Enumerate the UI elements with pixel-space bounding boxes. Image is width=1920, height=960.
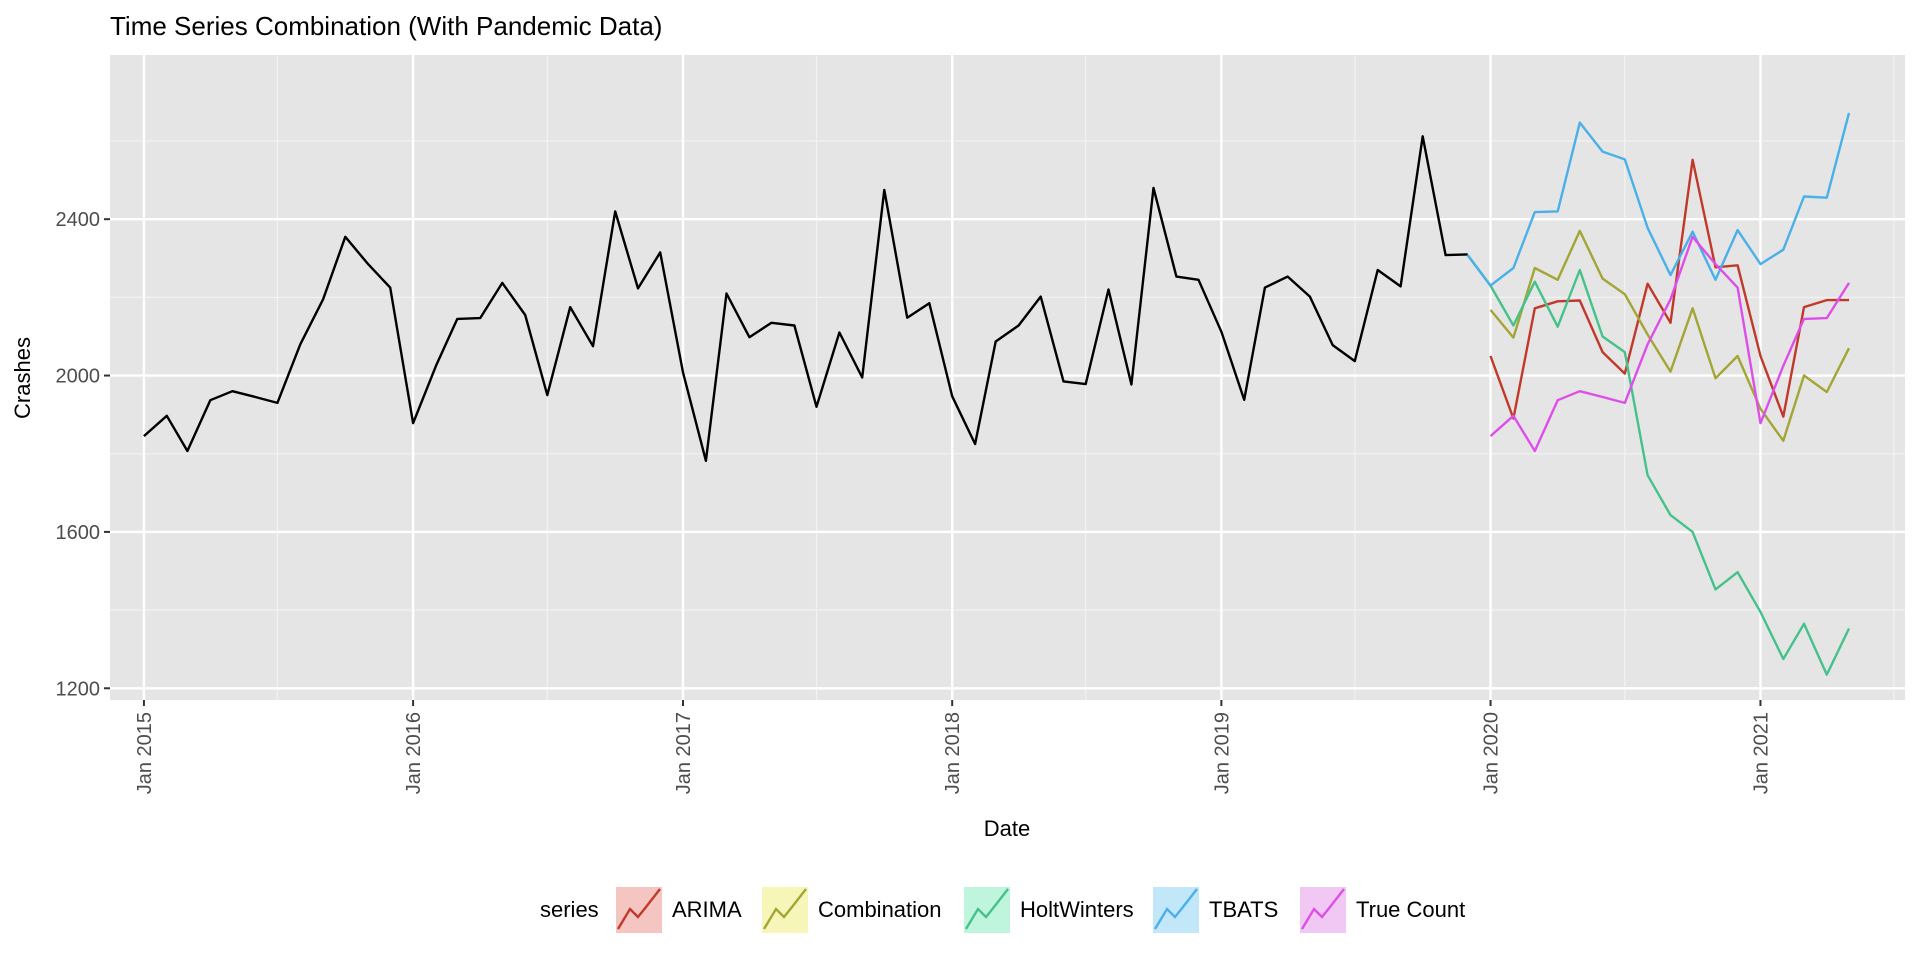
x-tick-label: Jan 2016 [403, 712, 425, 794]
x-tick-label: Jan 2021 [1750, 712, 1772, 794]
y-tick-label: 1200 [56, 678, 101, 700]
chart-title: Time Series Combination (With Pandemic D… [110, 11, 662, 41]
x-axis-title: Date [984, 816, 1030, 841]
series-line-tbats [1466, 112, 1851, 287]
series-line-true-count [1489, 235, 1851, 453]
y-axis-title: Crashes [10, 337, 35, 419]
legend-label-combination: Combination [818, 897, 942, 922]
grid-major [110, 55, 1905, 700]
series-line-arima [1489, 158, 1849, 420]
grid-minor [110, 55, 1905, 700]
x-tick-label: Jan 2015 [134, 712, 156, 794]
plot-panel [110, 55, 1905, 700]
legend-title: series [540, 897, 599, 922]
legend-key-line-combination [762, 888, 807, 930]
y-tick-label: 1600 [56, 522, 101, 544]
legend-label-holtwinters: HoltWinters [1020, 897, 1134, 922]
x-tick-label: Jan 2019 [1211, 712, 1233, 794]
legend-key-line-arima [616, 888, 661, 930]
legend-label-true-count: True Count [1356, 897, 1465, 922]
y-tick-label: 2000 [56, 366, 101, 388]
legend-label-tbats: TBATS [1209, 897, 1278, 922]
legend-key-line-holtwinters [964, 888, 1009, 930]
y-tick-label: 2400 [56, 209, 101, 231]
x-tick-label: Jan 2018 [942, 712, 964, 794]
x-tick-label: Jan 2020 [1481, 712, 1503, 794]
legend-key-line-tbats [1153, 888, 1198, 930]
y-axis: 1200 1600 2000 2400 [56, 209, 110, 700]
legend-key-line-true-count [1300, 888, 1345, 930]
series-line-history [143, 135, 1468, 462]
legend: series ARIMA Combination HoltWinters TBATS T… [540, 887, 1465, 933]
x-tick-label: Jan 2017 [673, 712, 695, 794]
series-line-holtwinters [1466, 254, 1851, 676]
legend-label-arima: ARIMA [672, 897, 742, 922]
series-lines [143, 112, 1851, 676]
x-axis: Jan 2015 Jan 2016 Jan 2017 Jan 2018 Jan 2019… [134, 700, 1772, 794]
series-line-combination [1489, 229, 1851, 442]
